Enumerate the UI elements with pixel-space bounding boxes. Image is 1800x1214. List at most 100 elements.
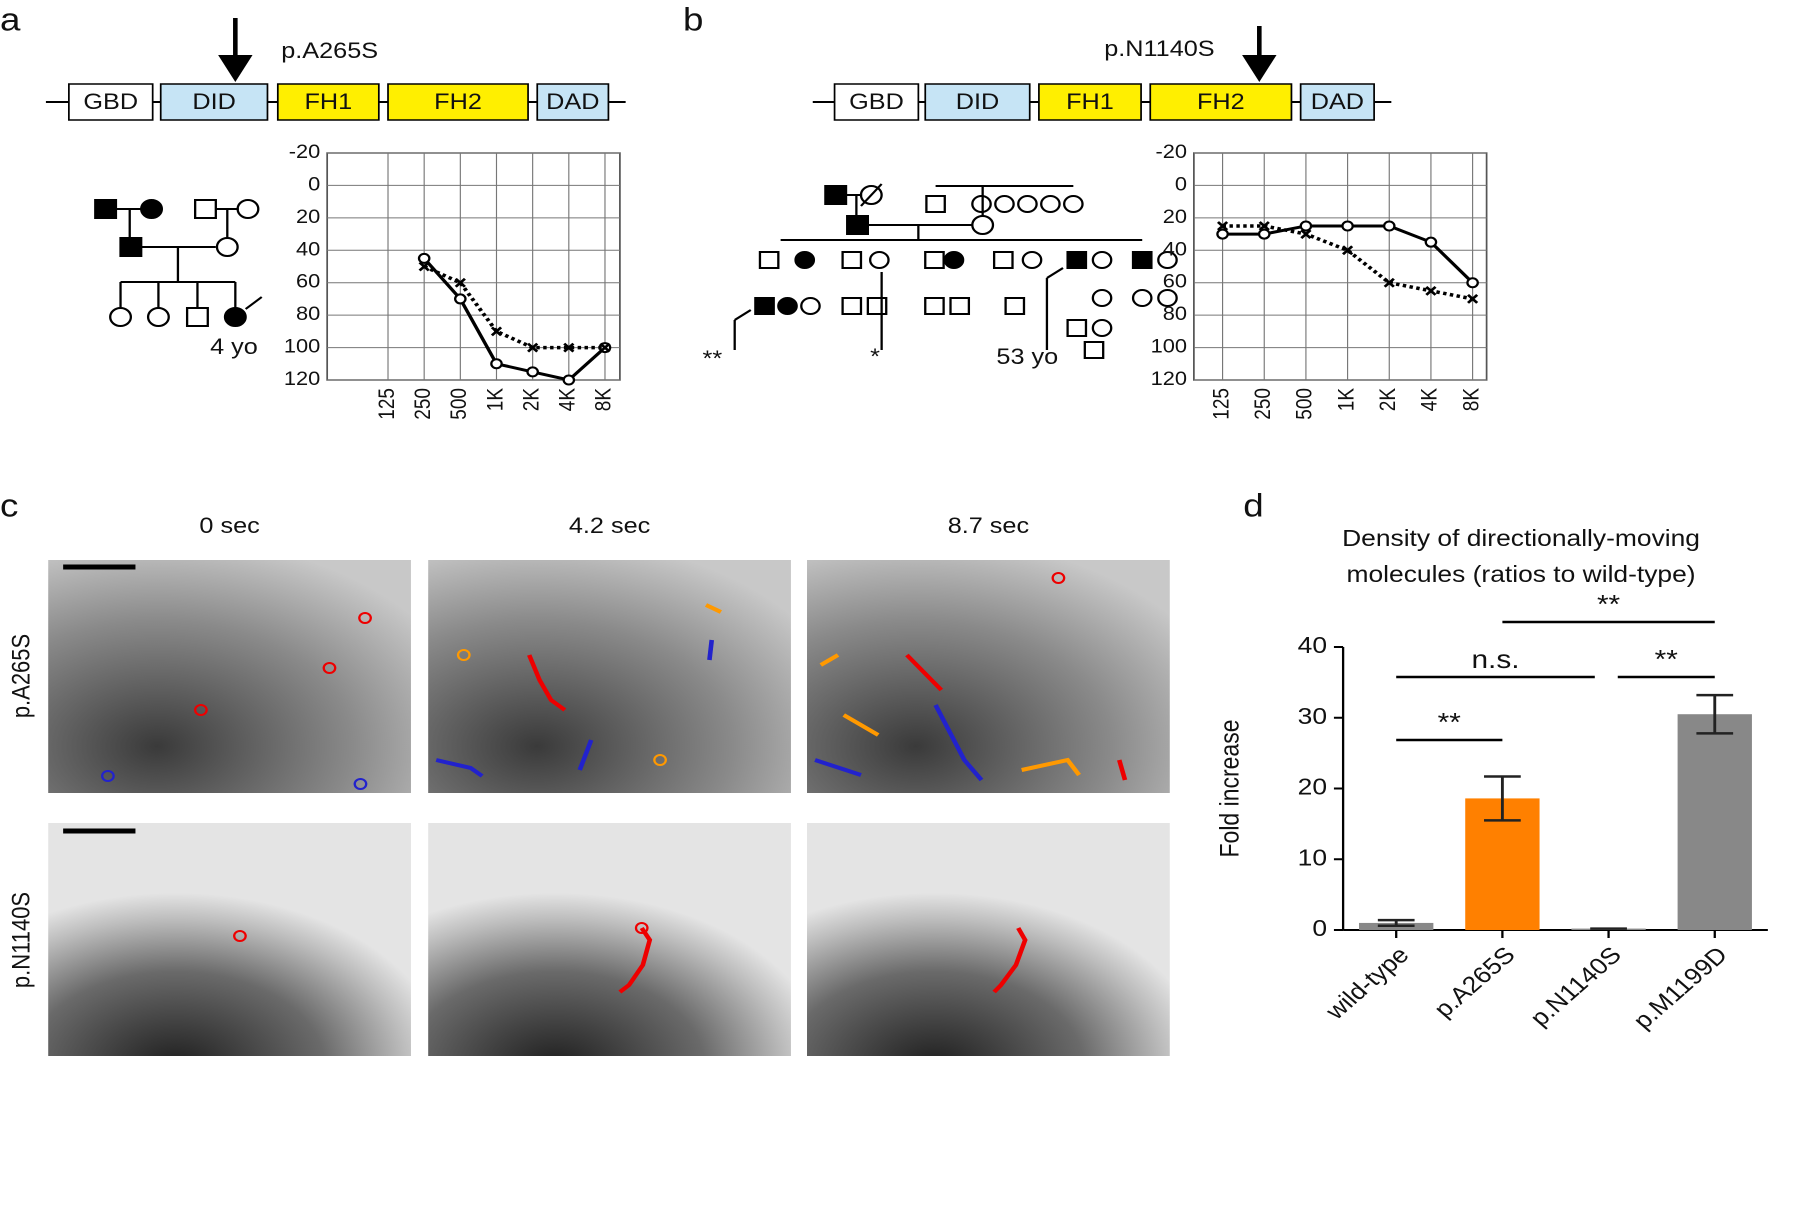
pedigree-label: * [870,345,880,369]
significance-label: ** [1438,708,1461,737]
domain-label: GBD [849,90,904,114]
arrow-head [218,55,253,82]
x-tick-label: 1K [483,388,508,412]
x-tick-label: 250 [411,388,436,420]
domain-diagram: p.A265S GBD DID FH1 FH2 DAD [45,18,626,121]
pedigree-label: ** [703,347,723,371]
error-bar [1696,693,1734,735]
marker [1258,221,1270,231]
row-label: p.N1140S [8,892,36,988]
marker [1341,245,1354,256]
x-tick-label: wild-type [1320,943,1415,1026]
plot-frame [326,152,621,381]
domain-label: DID [192,90,235,114]
series-line [423,264,605,350]
x-tick-label: 4K [1418,388,1443,412]
marker [562,374,576,386]
pedigree-label: 53 yo [996,345,1058,369]
marker [1425,285,1437,296]
marker [454,293,467,305]
x-tick-label: 250 [1251,388,1276,420]
x-tick-label: 500 [447,388,472,420]
domain-diagram: p.N1140S GBD DID FH1 FH2 DAD [812,26,1392,121]
domain-label: FH1 [1066,90,1114,114]
marker [1216,221,1229,231]
microscopy [48,560,1170,1056]
pedigree [733,183,1178,359]
marker [1300,229,1312,239]
marker [1466,277,1479,289]
domain-box [1038,83,1142,121]
marker [599,342,611,353]
marker [563,342,575,353]
x-tick-label: 4K [555,388,580,412]
y-tick-label: 100 [1151,336,1187,357]
domain-label: DAD [546,90,599,114]
panel-letter: c [0,489,18,524]
y-tick-label: 20 [1298,775,1327,800]
tracks [101,572,1128,994]
y-tick-label: 0 [308,174,320,195]
y-tick-label: 0 [1175,174,1187,195]
time-label: 8.7 sec [948,514,1030,538]
x-tick-label: p.N1140S [1525,943,1627,1032]
domain-label: FH1 [304,90,352,114]
marker [526,366,539,378]
y-tick-label: 60 [296,271,320,292]
image [428,823,791,1056]
y-tick-label: 20 [296,206,320,227]
domain-label: DAD [1311,90,1364,114]
x-tick-label: p.M1199D [1628,943,1733,1035]
domain-box [68,83,154,121]
marker [1383,277,1395,288]
marker [1257,228,1271,240]
image [48,560,411,793]
x-tick-label: 125 [375,388,400,420]
marker [1216,228,1229,240]
y-tick-label: 0 [1312,917,1327,942]
marker [527,342,539,353]
marker [1341,220,1354,232]
y-tick-label: 40 [296,239,320,260]
marker [490,326,503,337]
time-label: 0 sec [199,514,260,538]
x-tick-label: 125 [1209,388,1234,420]
domain-box [159,83,269,121]
marker [1466,294,1479,304]
y-tick-label: -20 [1155,141,1187,162]
significance-label: n.s. [1471,645,1519,674]
image [48,823,411,1056]
marker [417,252,431,264]
y-tick-label: 120 [1151,368,1187,389]
marker [1382,220,1396,232]
domain-label: FH2 [1197,90,1245,114]
y-tick-label: 80 [296,303,320,324]
x-tick-label: 1K [1334,388,1359,412]
domain-label: GBD [83,90,138,114]
y-tick-label: 20 [1163,206,1187,227]
marker [454,277,466,288]
y-tick-label: 40 [1163,239,1187,260]
domain-box [1149,83,1293,121]
series-line [422,257,607,382]
domain-box [387,83,529,121]
domain-box [1299,83,1375,121]
domain-box [536,83,610,121]
marker [1424,236,1438,248]
y-tick-label: 120 [284,368,320,389]
pedigree [94,199,263,327]
marker [418,261,430,272]
y-tick-label: 30 [1298,704,1327,729]
marker [490,358,503,370]
panel-letter: d [1243,489,1263,524]
x-tick-label: p.A265S [1429,943,1521,1023]
plot-frame [1193,152,1488,381]
row-label: p.A265S [8,634,36,718]
domain-label: FH2 [434,90,482,114]
arrow-head [1242,55,1277,82]
x-tick-label: 8K [1459,388,1484,412]
panel-letter: a [0,3,21,38]
error-bar [1484,775,1521,822]
mutation-label: p.A265S [281,39,378,63]
